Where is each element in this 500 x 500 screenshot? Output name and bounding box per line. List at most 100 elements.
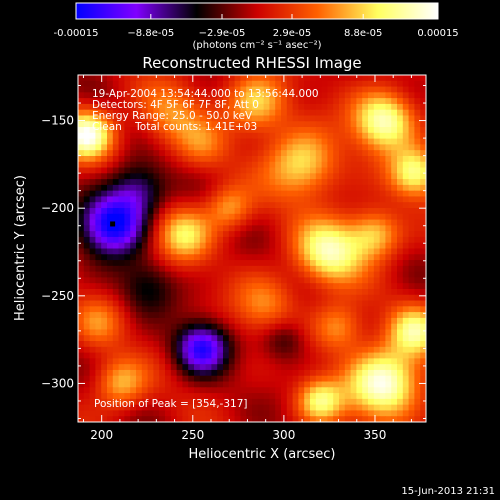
footer-date: 15-Jun-2013 21:31 [401, 486, 495, 497]
heatmap-pixel [83, 127, 91, 134]
heatmap-pixel [170, 254, 178, 261]
heatmap-pixel [136, 248, 143, 255]
heatmap-pixel [141, 219, 149, 226]
heatmap-pixel [188, 167, 195, 174]
heatmap-pixel [130, 416, 137, 422]
heatmap-pixel [228, 387, 236, 394]
heatmap-pixel [246, 219, 253, 226]
heatmap-pixel [188, 271, 195, 279]
heatmap-pixel [211, 184, 218, 192]
heatmap-pixel [362, 173, 369, 180]
heatmap-pixel [194, 225, 201, 232]
heatmap-pixel [257, 364, 265, 371]
heatmap-pixel [107, 150, 114, 157]
heatmap-pixel [205, 283, 212, 290]
heatmap-pixel [165, 86, 172, 93]
heatmap-pixel [217, 109, 224, 117]
heatmap-pixel [252, 410, 259, 417]
heatmap-pixel [402, 144, 410, 151]
heatmap-pixel [362, 213, 369, 221]
heatmap-pixel [153, 231, 160, 238]
heatmap-pixel [228, 398, 236, 406]
heatmap-pixel [188, 312, 195, 319]
heatmap-pixel [257, 121, 265, 128]
heatmap-pixel [223, 271, 230, 279]
heatmap-pixel [281, 127, 288, 134]
heatmap-pixel [414, 208, 421, 215]
heatmap-pixel [391, 288, 398, 296]
heatmap-pixel [275, 277, 282, 284]
heatmap-pixel [292, 103, 299, 111]
heatmap-pixel [205, 364, 212, 371]
heatmap-pixel [350, 190, 357, 198]
heatmap-pixel [304, 80, 311, 88]
heatmap-pixel [304, 179, 311, 186]
heatmap-pixel [269, 208, 276, 215]
heatmap-pixel [112, 358, 120, 365]
heatmap-pixel [379, 294, 386, 302]
heatmap-pixel [350, 410, 357, 417]
heatmap-pixel [275, 75, 282, 82]
heatmap-pixel [298, 346, 305, 354]
heatmap-pixel [95, 265, 102, 273]
heatmap-pixel [362, 92, 369, 99]
heatmap-pixel [281, 393, 288, 400]
heatmap-pixel [310, 225, 317, 232]
heatmap-pixel [101, 80, 108, 88]
heatmap-pixel [263, 127, 270, 134]
heatmap-pixel [223, 121, 230, 128]
heatmap-pixel [89, 132, 96, 140]
heatmap-pixel [385, 410, 392, 417]
heatmap-pixel [373, 92, 381, 99]
heatmap-pixel [136, 167, 143, 174]
heatmap-pixel [95, 300, 102, 307]
heatmap-pixel [252, 346, 259, 354]
heatmap-pixel [141, 294, 149, 302]
heatmap-pixel [83, 248, 91, 255]
heatmap-pixel [420, 283, 426, 290]
heatmap-pixel [379, 219, 386, 226]
heatmap-pixel [234, 92, 241, 99]
heatmap-pixel [362, 167, 369, 174]
heatmap-pixel [414, 75, 421, 82]
heatmap-pixel [356, 416, 363, 422]
heatmap-pixel [397, 138, 404, 145]
heatmap-pixel [205, 138, 212, 145]
heatmap-pixel [101, 387, 108, 394]
heatmap-pixel [379, 335, 386, 342]
heatmap-pixel [420, 98, 426, 105]
heatmap-pixel [170, 416, 178, 422]
heatmap-pixel [414, 98, 421, 105]
heatmap-pixel [153, 173, 160, 180]
heatmap-pixel [118, 225, 125, 232]
heatmap-pixel [304, 190, 311, 198]
heatmap-pixel [141, 364, 149, 371]
heatmap-pixel [391, 138, 398, 145]
heatmap-pixel [107, 364, 114, 371]
heatmap-pixel [286, 317, 294, 325]
heatmap-pixel [373, 196, 381, 203]
heatmap-pixel [304, 103, 311, 111]
heatmap-pixel [124, 416, 131, 422]
heatmap-pixel [153, 144, 160, 151]
colorbar-tick-label: -0.00015 [54, 28, 99, 39]
heatmap-pixel [397, 312, 404, 319]
heatmap-pixel [252, 358, 259, 365]
heatmap-pixel [78, 410, 85, 417]
heatmap-pixel [339, 179, 346, 186]
heatmap-pixel [107, 109, 114, 117]
heatmap-pixel [269, 393, 276, 400]
heatmap-pixel [217, 173, 224, 180]
heatmap-pixel [205, 254, 212, 261]
heatmap-pixel [199, 115, 207, 122]
heatmap-pixel [414, 115, 421, 122]
heatmap-pixel [269, 161, 276, 169]
heatmap-pixel [217, 288, 224, 296]
heatmap-pixel [234, 352, 241, 359]
heatmap-pixel [373, 121, 381, 128]
heatmap-pixel [217, 410, 224, 417]
heatmap-pixel [205, 260, 212, 267]
heatmap-pixel [269, 277, 276, 284]
heatmap-pixel [292, 254, 299, 261]
heatmap-pixel [234, 80, 241, 88]
